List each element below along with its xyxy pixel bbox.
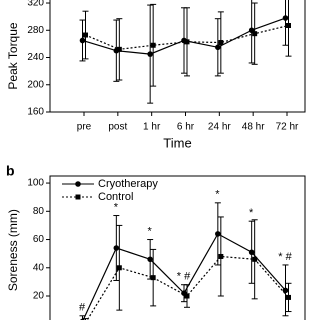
y-tick-label: 20	[33, 291, 45, 302]
x-tick-label: 24 hr	[208, 122, 231, 133]
data-point	[286, 22, 291, 28]
y-tick-label: 80	[33, 206, 45, 217]
data-point	[116, 46, 122, 52]
y-tick-label: 240	[27, 52, 44, 63]
y-tick-label: 160	[27, 107, 44, 118]
x-tick-label: 72 hr	[276, 122, 299, 133]
x-tick-label: 48 hr	[242, 122, 265, 133]
annotation: *	[215, 189, 220, 201]
data-point	[215, 231, 221, 237]
data-point	[147, 51, 153, 57]
data-point	[150, 275, 156, 281]
data-point	[116, 265, 122, 271]
legend-marker	[75, 194, 81, 200]
data-point	[282, 15, 289, 21]
y-tick-label: 200	[27, 79, 44, 90]
y-tick-label: 60	[33, 234, 45, 245]
data-point	[252, 31, 258, 37]
y-tick-label: 320	[27, 0, 44, 9]
annotation: * #	[177, 271, 191, 283]
panel-label: b	[6, 163, 15, 179]
annotation: *	[249, 207, 254, 219]
annotation: * #	[278, 251, 292, 263]
x-tick-label: post	[108, 122, 127, 133]
annotation: *	[114, 201, 119, 213]
data-point	[252, 256, 258, 262]
data-point	[184, 293, 190, 299]
legend-marker	[75, 181, 81, 187]
annotation: *	[148, 225, 153, 237]
data-point	[113, 245, 120, 251]
legend-label: Cryotherapy	[98, 178, 158, 190]
y-tick-label: 40	[33, 262, 45, 273]
y-axis-label: Soreness (mm)	[6, 209, 20, 291]
y-axis-label: Peak Torque	[6, 22, 20, 89]
data-point	[83, 32, 88, 38]
annotation: #	[79, 302, 86, 314]
legend-label: Control	[98, 191, 133, 203]
data-point	[218, 253, 224, 259]
data-point	[248, 249, 255, 256]
y-tick-label: 280	[27, 25, 44, 36]
data-point	[215, 44, 221, 51]
data-point	[184, 39, 190, 45]
plot-frame	[49, 175, 306, 325]
x-axis-label: Time	[163, 135, 191, 150]
x-tick-label: pre	[77, 122, 92, 133]
data-point	[79, 37, 86, 44]
data-point	[150, 42, 156, 48]
y-tick-label: 100	[27, 178, 44, 189]
x-tick-label: 1 hr	[143, 122, 161, 133]
data-point	[147, 256, 153, 263]
data-point	[218, 40, 224, 46]
x-tick-label: 6 hr	[177, 122, 195, 133]
plot-frame	[49, 0, 306, 113]
data-point	[286, 294, 291, 300]
